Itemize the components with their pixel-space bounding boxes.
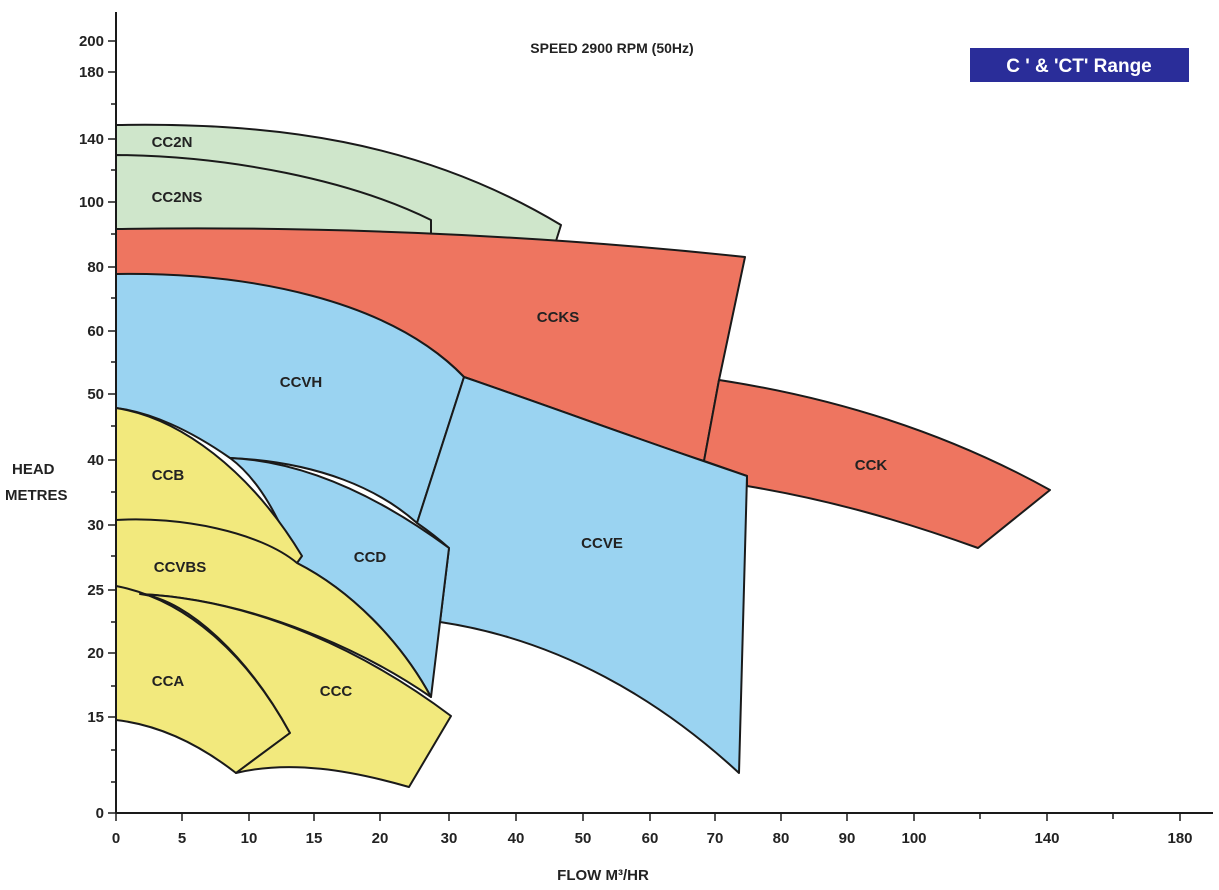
x-tick-label: 50 xyxy=(575,830,592,847)
region-label-cc2n: CC2N xyxy=(152,134,193,151)
y-tick-label: 30 xyxy=(87,517,104,534)
region-ccvh xyxy=(115,272,465,524)
x-tick-label: 0 xyxy=(112,830,120,847)
axes-layer: 0 15 20 25 30 40 50 60 80 100 140 180 200 0 5 10 15 20 30 4… xyxy=(79,12,1213,847)
chart-title: SPEED 2900 RPM (50Hz) xyxy=(530,40,693,56)
x-tick-label: 5 xyxy=(178,830,186,847)
x-tick-label: 100 xyxy=(901,830,926,847)
region-label-ccc: CCC xyxy=(320,683,353,700)
y-tick-label: 15 xyxy=(87,709,104,726)
range-badge-background xyxy=(970,48,1189,82)
y-tick-label: 80 xyxy=(87,259,104,276)
y-tick-label: 50 xyxy=(87,386,104,403)
y-axis-title-line-2: METRES xyxy=(5,487,68,504)
x-tick-label: 40 xyxy=(508,830,525,847)
x-axis-title: FLOW M³/HR xyxy=(557,867,649,884)
y-tick-label: 100 xyxy=(79,194,104,211)
region-label-cck: CCK xyxy=(855,457,888,474)
x-tick-label: 10 xyxy=(241,830,258,847)
x-tick-label: 80 xyxy=(773,830,790,847)
regions-layer xyxy=(115,123,1051,788)
region-label-cca: CCA xyxy=(152,673,185,690)
labels-layer: CC2N CC2NS CCKS CCK CCVH CCVE CCD CCB CCVBS CCA CC… xyxy=(152,134,888,700)
region-label-ccks: CCKS xyxy=(537,309,580,326)
x-tick-label: 60 xyxy=(642,830,659,847)
region-label-ccvh: CCVH xyxy=(280,374,323,391)
range-badge-label: C ' & 'CT' Range xyxy=(1006,56,1152,77)
x-tick-label: 90 xyxy=(839,830,856,847)
y-tick-label: 40 xyxy=(87,452,104,469)
x-tick-label: 140 xyxy=(1034,830,1059,847)
region-label-ccve: CCVE xyxy=(581,535,623,552)
y-tick-label: 20 xyxy=(87,645,104,662)
range-badge: C ' & 'CT' Range xyxy=(970,48,1189,82)
y-tick-label: 200 xyxy=(79,33,104,50)
x-tick-label: 70 xyxy=(707,830,724,847)
y-tick-label: 180 xyxy=(79,64,104,81)
y-tick-label: 140 xyxy=(79,131,104,148)
region-label-cc2ns: CC2NS xyxy=(152,189,203,206)
region-label-ccb: CCB xyxy=(152,467,185,484)
x-tick-label: 30 xyxy=(441,830,458,847)
region-cck xyxy=(703,379,1051,549)
y-tick-label: 0 xyxy=(96,805,104,822)
x-tick-label: 180 xyxy=(1167,830,1192,847)
region-label-ccvbs: CCVBS xyxy=(154,559,207,576)
region-ccc xyxy=(139,593,452,788)
y-tick-label: 25 xyxy=(87,582,104,599)
x-tick-label: 15 xyxy=(306,830,323,847)
y-axis-title-line-1: HEAD xyxy=(12,461,55,478)
region-label-ccd: CCD xyxy=(354,549,387,566)
x-tick-label: 20 xyxy=(372,830,389,847)
y-tick-label: 60 xyxy=(87,323,104,340)
